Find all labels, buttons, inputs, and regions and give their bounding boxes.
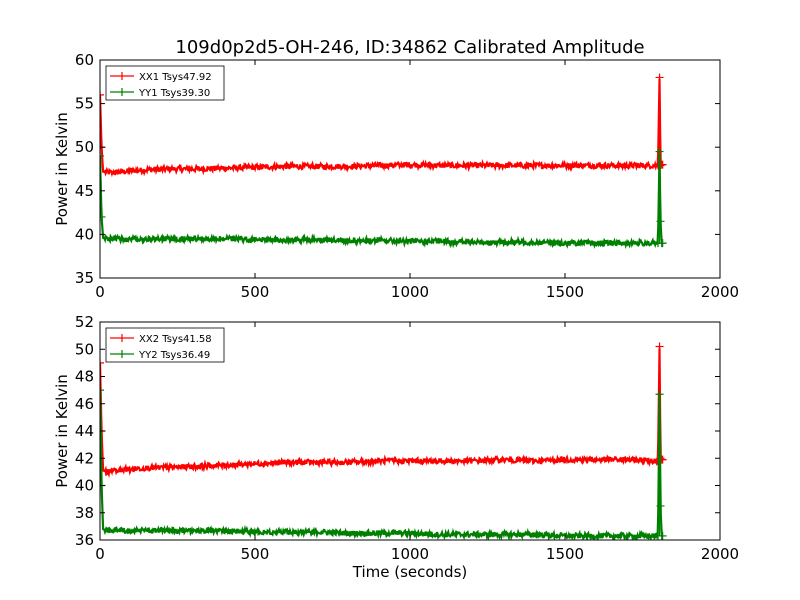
x-tick-label: 500 <box>241 283 270 301</box>
y-tick-label: 45 <box>75 182 94 200</box>
y-tick-label: 60 <box>75 51 94 69</box>
data-point-marker <box>100 358 104 367</box>
y-tick-label: 40 <box>75 477 94 495</box>
y-tick-label: 46 <box>75 395 94 413</box>
y-tick-label: 44 <box>75 422 94 440</box>
y-tick-label: 35 <box>75 269 94 287</box>
x-axis-label: Time (seconds) <box>352 563 468 581</box>
legend-label: YY2 Tsys36.49 <box>138 350 210 361</box>
series-line <box>100 390 664 540</box>
x-tick-label: 1000 <box>391 283 429 301</box>
y-tick-label: 50 <box>75 340 94 358</box>
y-tick-label: 38 <box>75 504 94 522</box>
y-tick-label: 52 <box>75 313 94 331</box>
y-tick-label: 36 <box>75 531 94 549</box>
x-tick-label: 2000 <box>701 545 739 563</box>
legend: XX1 Tsys47.92 YY1 Tsys39.30 <box>105 65 225 101</box>
x-tick-label: 0 <box>95 283 105 301</box>
x-tick-label: 500 <box>241 545 270 563</box>
y-tick-label: 40 <box>75 225 94 243</box>
data-point-marker <box>656 501 665 510</box>
series-line <box>100 78 663 178</box>
plot-2: 0 500 1000 1500 2000 36 38 40 42 44 46 48 50 52 Power … <box>53 313 739 563</box>
y-axis-label: Power in Kelvin <box>53 112 71 226</box>
x-tick-label: 2000 <box>701 283 739 301</box>
x-tick-label: 0 <box>95 545 105 563</box>
y-tick-label: 42 <box>75 449 94 467</box>
y-tick-label: 48 <box>75 368 94 386</box>
chart-title: 109d0p2d5-OH-246, ID:34862 Calibrated Am… <box>175 37 644 58</box>
data-point-marker <box>100 212 106 221</box>
data-point-marker <box>100 386 104 395</box>
y-axis-label: Power in Kelvin <box>53 374 71 488</box>
x-tick-label: 1500 <box>546 545 584 563</box>
legend-box <box>105 327 225 363</box>
x-tick-label: 1500 <box>546 283 584 301</box>
plot-1: 0 500 1000 1500 2000 35 40 45 50 55 60 Power in Kel… <box>53 51 739 301</box>
legend-label: XX1 Tsys47.92 <box>139 72 212 83</box>
data-point-marker <box>656 217 665 226</box>
x-tick-label: 1000 <box>391 545 429 563</box>
data-point-marker <box>100 90 104 99</box>
legend: XX2 Tsys41.58 YY2 Tsys36.49 <box>105 327 225 363</box>
legend-label: YY1 Tsys39.30 <box>138 88 210 99</box>
series-1-2 <box>100 147 667 250</box>
legend-box <box>105 65 225 101</box>
legend-label: XX2 Tsys41.58 <box>139 334 212 345</box>
series-line <box>100 153 664 250</box>
y-tick-label: 55 <box>75 95 94 113</box>
data-point-marker <box>100 151 104 160</box>
y-tick-label: 50 <box>75 138 94 156</box>
series-line <box>100 348 663 479</box>
